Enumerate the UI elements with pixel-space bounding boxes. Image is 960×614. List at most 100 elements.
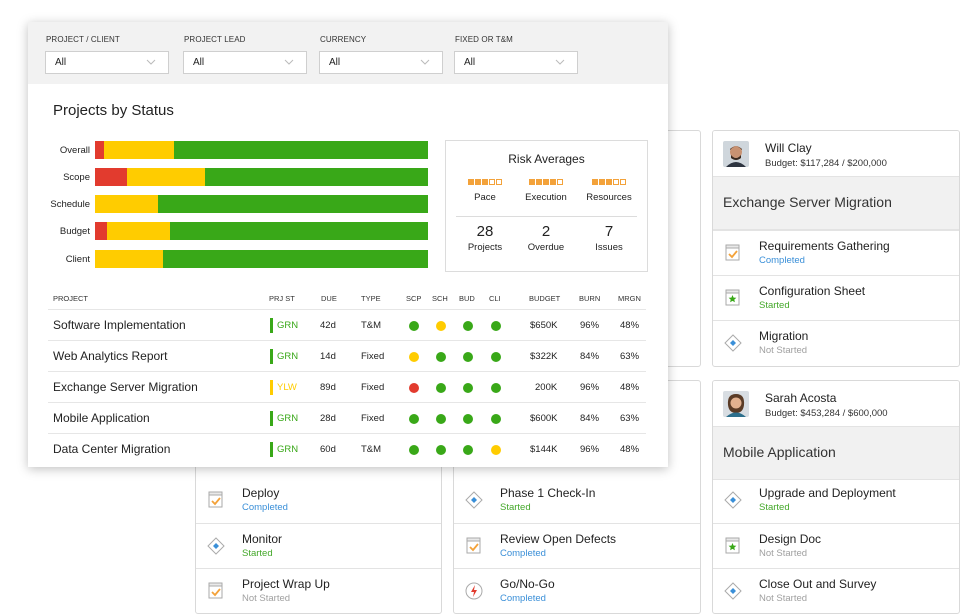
select-value: All xyxy=(329,57,340,68)
col-header-sch[interactable]: SCH xyxy=(432,294,448,303)
scope-status-dot xyxy=(409,445,419,455)
task-item[interactable]: Design Doc Not Started xyxy=(713,523,959,569)
budget-cell: $144K xyxy=(530,444,557,455)
status-bar-schedule xyxy=(95,195,428,213)
task-name: Project Wrap Up xyxy=(242,577,330,591)
task-item[interactable]: Close Out and Survey Not Started xyxy=(713,568,959,614)
status-text: YLW xyxy=(277,382,297,393)
chevron-down-icon xyxy=(420,58,430,66)
filter-label-fixed-tm: FIXED OR T&M xyxy=(455,35,513,44)
schedule-status-dot xyxy=(436,321,446,331)
task-item[interactable]: Requirements Gathering Completed xyxy=(713,230,959,276)
task-item[interactable]: Project Wrap Up Not Started xyxy=(196,568,441,614)
diamond-icon xyxy=(207,537,225,555)
project-status-badge: GRN xyxy=(270,349,300,364)
col-header-bud[interactable]: BUD xyxy=(459,294,475,303)
table-row[interactable]: Web Analytics Report GRN 14d Fixed $322K… xyxy=(48,340,646,372)
fixed-or-tm-select[interactable]: All xyxy=(454,51,578,74)
status-bar-client xyxy=(95,250,428,268)
budget-status-dot xyxy=(463,445,473,455)
chevron-down-icon xyxy=(284,58,294,66)
project-lead-select[interactable]: All xyxy=(183,51,307,74)
budget-cell: $322K xyxy=(530,351,557,362)
bar-segment-green xyxy=(158,195,428,213)
risk-square-filled xyxy=(592,179,598,185)
task-item[interactable]: Migration Not Started xyxy=(713,320,959,366)
status-indicator xyxy=(270,349,273,364)
project-name: Mobile Application xyxy=(53,411,150,425)
status-indicator xyxy=(270,411,273,426)
task-status: Completed xyxy=(242,502,288,513)
project-card-exchange[interactable]: Will Clay Budget: $117,284 / $200,000 Ex… xyxy=(712,130,960,367)
project-name: Web Analytics Report xyxy=(53,349,168,363)
status-bar-overall xyxy=(95,141,428,159)
bar-segment-green xyxy=(170,222,428,240)
count-label: Overdue xyxy=(516,242,576,253)
client-status-dot xyxy=(491,352,501,362)
project-client-select[interactable]: All xyxy=(45,51,169,74)
star-doc-icon xyxy=(724,537,742,555)
table-row[interactable]: Mobile Application GRN 28d Fixed $600K 8… xyxy=(48,402,646,434)
count-label: Issues xyxy=(579,242,639,253)
col-header-burn[interactable]: BURN xyxy=(579,294,600,303)
task-status: Started xyxy=(759,300,790,311)
bar-segment-green xyxy=(205,168,428,186)
filter-label-project-client: PROJECT / CLIENT xyxy=(46,35,120,44)
col-header-scp[interactable]: SCP xyxy=(406,294,421,303)
due-cell: 89d xyxy=(320,382,336,393)
risk-title: Risk Averages xyxy=(446,152,647,166)
type-cell: T&M xyxy=(361,444,381,455)
project-status-badge: GRN xyxy=(270,411,300,426)
count-label: Projects xyxy=(455,242,515,253)
table-row[interactable]: Software Implementation GRN 42d T&M $650… xyxy=(48,309,646,341)
task-item[interactable]: Phase 1 Check-In Started xyxy=(454,478,700,523)
project-lead-name: Sarah Acosta xyxy=(765,391,836,405)
col-header-due[interactable]: DUE xyxy=(321,294,337,303)
bar-label: Schedule xyxy=(28,199,90,210)
task-item[interactable]: Go/No-Go Completed xyxy=(454,568,700,614)
status-text: GRN xyxy=(277,413,298,424)
chevron-down-icon xyxy=(146,58,156,66)
risk-level-indicator xyxy=(516,179,576,186)
col-header-cli[interactable]: CLI xyxy=(489,294,501,303)
bar-segment-yellow xyxy=(95,195,158,213)
due-cell: 14d xyxy=(320,351,336,362)
project-name: Exchange Server Migration xyxy=(53,380,198,394)
project-card-mobile[interactable]: Sarah Acosta Budget: $453,284 / $600,000… xyxy=(712,380,960,614)
task-status: Not Started xyxy=(759,345,807,356)
project-status-badge: GRN xyxy=(270,442,300,457)
risk-square-empty xyxy=(496,179,502,185)
task-name: Go/No-Go xyxy=(500,577,555,591)
diamond-icon xyxy=(724,582,742,600)
currency-select[interactable]: All xyxy=(319,51,443,74)
scope-status-dot xyxy=(409,321,419,331)
filter-label-project-lead: PROJECT LEAD xyxy=(184,35,246,44)
col-header-budget[interactable]: BUDGET xyxy=(529,294,560,303)
task-name: Configuration Sheet xyxy=(759,284,865,298)
task-item[interactable]: Review Open Defects Completed xyxy=(454,523,700,569)
count-overdue: 2 Overdue xyxy=(516,223,576,253)
table-row[interactable]: Exchange Server Migration YLW 89d Fixed … xyxy=(48,371,646,403)
col-header-mrgn[interactable]: MRGN xyxy=(618,294,641,303)
budget-status-dot xyxy=(463,352,473,362)
col-header-project[interactable]: PROJECT xyxy=(53,294,88,303)
col-header-prj-st[interactable]: PRJ ST xyxy=(269,294,295,303)
task-name: Design Doc xyxy=(759,532,821,546)
task-item[interactable]: Upgrade and Deployment Started xyxy=(713,478,959,523)
filter-bar: PROJECT / CLIENT All PROJECT LEAD All CU… xyxy=(28,22,668,84)
col-header-type[interactable]: TYPE xyxy=(361,294,381,303)
risk-square-filled xyxy=(475,179,481,185)
bar-label: Scope xyxy=(28,172,90,183)
task-item[interactable]: Configuration Sheet Started xyxy=(713,275,959,321)
schedule-status-dot xyxy=(436,383,446,393)
count-issues: 7 Issues xyxy=(579,223,639,253)
task-item[interactable]: Monitor Started xyxy=(196,523,441,569)
schedule-status-dot xyxy=(436,352,446,362)
projects-panel: PROJECT / CLIENT All PROJECT LEAD All CU… xyxy=(28,22,668,467)
risk-square-empty xyxy=(613,179,619,185)
task-item[interactable]: Deploy Completed xyxy=(196,478,441,523)
risk-square-filled xyxy=(606,179,612,185)
project-status-badge: GRN xyxy=(270,318,300,333)
table-row[interactable]: Data Center Migration GRN 60d T&M $144K … xyxy=(48,433,646,465)
burn-cell: 84% xyxy=(580,351,599,362)
